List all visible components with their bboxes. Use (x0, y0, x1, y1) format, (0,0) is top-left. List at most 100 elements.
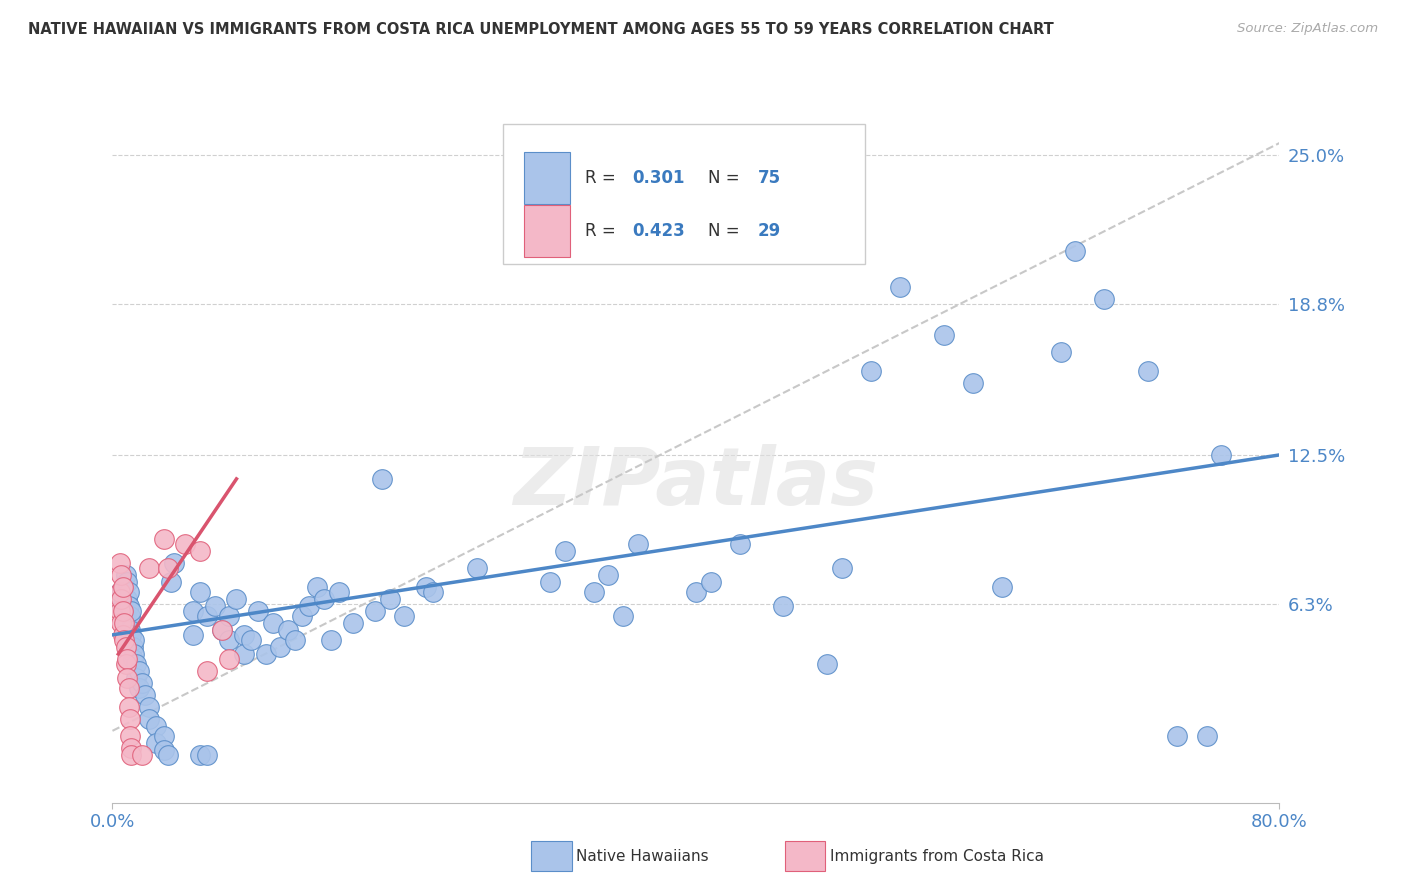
Point (312, 591, 335, 606)
Point (114, 608, 136, 623)
Text: 29: 29 (758, 222, 782, 240)
Text: Source: ZipAtlas.com: Source: ZipAtlas.com (1237, 22, 1378, 36)
Point (195, 664, 218, 678)
Point (134, 688, 156, 702)
Point (156, 747, 179, 762)
Point (254, 647, 277, 661)
Point (465, 560, 488, 574)
Point (538, 575, 561, 590)
Point (1137, 364, 1160, 378)
Point (181, 628, 204, 642)
Point (188, 747, 211, 762)
Point (111, 604, 134, 618)
Point (118, 729, 141, 743)
Point (115, 652, 138, 666)
Point (225, 591, 247, 606)
Point (110, 615, 132, 630)
Point (111, 628, 134, 642)
Point (859, 364, 883, 378)
Point (118, 623, 141, 637)
Point (114, 640, 136, 654)
Point (138, 560, 160, 574)
Point (138, 712, 160, 726)
Point (156, 560, 179, 574)
Point (932, 328, 955, 343)
Text: ZIPatlas: ZIPatlas (513, 443, 879, 522)
Point (328, 584, 350, 599)
Point (305, 580, 328, 594)
Point (889, 280, 911, 294)
Point (962, 376, 984, 390)
Point (108, 584, 131, 599)
Point (1049, 344, 1071, 359)
Point (1092, 292, 1115, 306)
Point (626, 537, 648, 551)
Point (152, 729, 174, 743)
Point (1209, 448, 1232, 462)
Point (991, 580, 1014, 594)
Point (117, 681, 139, 695)
Point (131, 747, 153, 762)
Point (415, 580, 437, 594)
Point (247, 604, 270, 618)
Point (111, 597, 134, 611)
Point (128, 664, 150, 678)
Point (124, 647, 146, 661)
Text: N =: N = (707, 222, 745, 240)
Point (174, 537, 197, 551)
Point (108, 584, 131, 599)
Point (115, 615, 138, 630)
Point (269, 640, 291, 654)
Point (831, 560, 853, 574)
Point (117, 599, 139, 613)
Text: 75: 75 (758, 169, 780, 187)
Point (188, 544, 211, 558)
Point (291, 608, 314, 623)
Point (211, 623, 233, 637)
Point (1166, 729, 1188, 743)
Point (125, 671, 148, 685)
Point (120, 747, 142, 762)
Point (115, 671, 138, 685)
Point (112, 632, 135, 647)
Point (582, 584, 605, 599)
Point (108, 604, 131, 618)
Point (114, 657, 136, 671)
Point (115, 575, 138, 590)
Point (218, 632, 240, 647)
Point (117, 584, 139, 599)
Point (122, 640, 145, 654)
Point (392, 608, 416, 623)
Point (120, 628, 142, 642)
FancyBboxPatch shape (524, 205, 569, 257)
Point (218, 608, 240, 623)
Point (124, 632, 146, 647)
Point (188, 584, 211, 599)
FancyBboxPatch shape (503, 124, 865, 263)
Point (181, 604, 204, 618)
Point (1064, 244, 1087, 258)
Point (128, 681, 150, 695)
Point (240, 632, 263, 647)
Point (284, 632, 307, 647)
Text: NATIVE HAWAIIAN VS IMMIGRANTS FROM COSTA RICA UNEMPLOYMENT AMONG AGES 55 TO 59 Y: NATIVE HAWAIIAN VS IMMIGRANTS FROM COSTA… (28, 22, 1054, 37)
Point (685, 584, 707, 599)
Text: Native Hawaiians: Native Hawaiians (576, 849, 709, 863)
Point (262, 615, 284, 630)
Point (122, 652, 145, 666)
Point (195, 747, 218, 762)
Point (364, 604, 387, 618)
Point (138, 699, 160, 714)
Point (111, 580, 134, 594)
Point (378, 591, 401, 606)
Point (422, 584, 444, 599)
Point (699, 575, 721, 590)
Text: N =: N = (707, 169, 745, 187)
Point (815, 657, 838, 671)
Text: 0.423: 0.423 (631, 222, 685, 240)
Text: Immigrants from Costa Rica: Immigrants from Costa Rica (830, 849, 1043, 863)
Point (110, 591, 132, 606)
Point (232, 647, 254, 661)
Point (145, 719, 167, 733)
Point (276, 623, 298, 637)
